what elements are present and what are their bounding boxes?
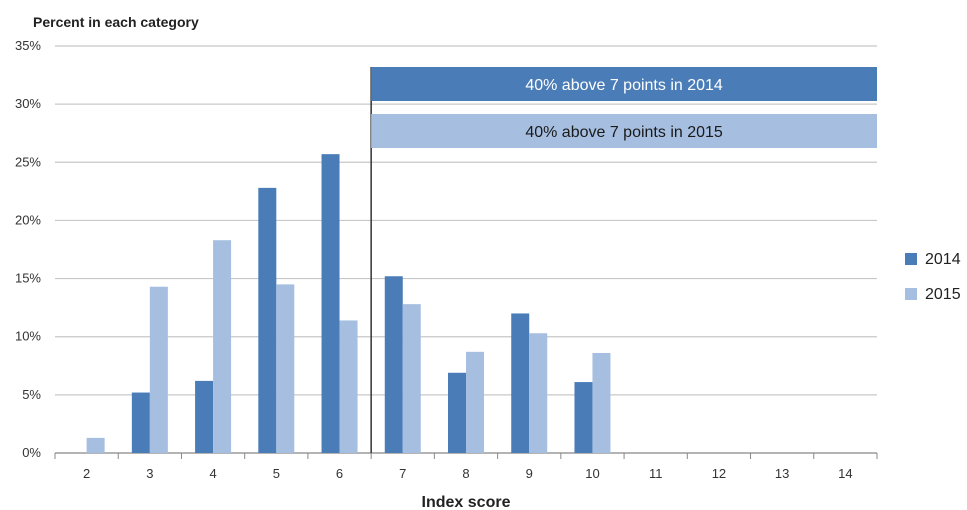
legend-swatch [905,288,917,300]
bar-2014-7 [384,276,403,453]
y-tick-label: 15% [15,271,41,286]
y-tick-label: 0% [22,445,41,460]
bar-2014-9 [511,313,530,453]
bar-2014-8 [448,372,466,453]
x-tick-label: 14 [838,466,852,481]
bars [86,154,611,453]
annotation-text: 40% above 7 points in 2014 [525,77,723,94]
bar-2015-9 [529,333,548,453]
bar-2014-4 [195,380,214,453]
x-tick-label: 5 [273,466,280,481]
x-tick-label: 8 [462,466,469,481]
x-tick-label: 12 [712,466,726,481]
bar-2014-6 [321,154,340,453]
bar-2014-5 [258,187,277,453]
bar-2015-6 [339,320,358,453]
x-tick-label: 13 [775,466,789,481]
y-axis-label: Percent in each category [33,14,199,30]
y-tick-label: 10% [15,329,41,344]
legend-label: 2015 [925,286,961,303]
y-tick-label: 25% [15,154,41,169]
x-tick-label: 9 [526,466,533,481]
bar-2014-10 [574,382,593,453]
x-tick-label: 10 [585,466,599,481]
bar-2015-4 [213,240,232,453]
annotation-band-2 [371,114,877,148]
y-tick-label: 30% [15,96,41,111]
legend-swatch [905,253,917,265]
x-axis-label: Index score [422,494,511,510]
x-tick-label: 6 [336,466,343,481]
annotation-band-1 [371,67,877,101]
legend-label: 2014 [925,251,961,268]
gridlines [55,45,877,396]
bar-2015-10 [592,352,611,453]
x-tick-label: 2 [83,466,90,481]
y-tick-label: 5% [22,387,41,402]
bar-2015-8 [466,351,484,453]
bar-2015-7 [402,304,421,453]
x-tick-label: 7 [399,466,406,481]
bar-2015-3 [149,286,168,453]
y-tick-label: 35% [15,38,41,53]
x-tick-label: 4 [209,466,216,481]
annotation-text: 40% above 7 points in 2015 [525,124,723,141]
bar-2015-2 [86,437,105,453]
x-tick-label: 3 [146,466,153,481]
y-tick-label: 20% [15,212,41,227]
legend: 2014 2015 [905,251,961,303]
x-tick-label: 11 [649,466,663,481]
bar-2015-5 [276,284,295,453]
annotation-bands: 40% above 7 points in 2014 40% above 7 po… [370,67,877,453]
bar-2014-3 [131,392,150,453]
axes: 0% 5% 10% 15% 20% 25% 30% 35% 2 3 4 5 6 7 8 9 10 11 12 13 14 [15,38,878,481]
